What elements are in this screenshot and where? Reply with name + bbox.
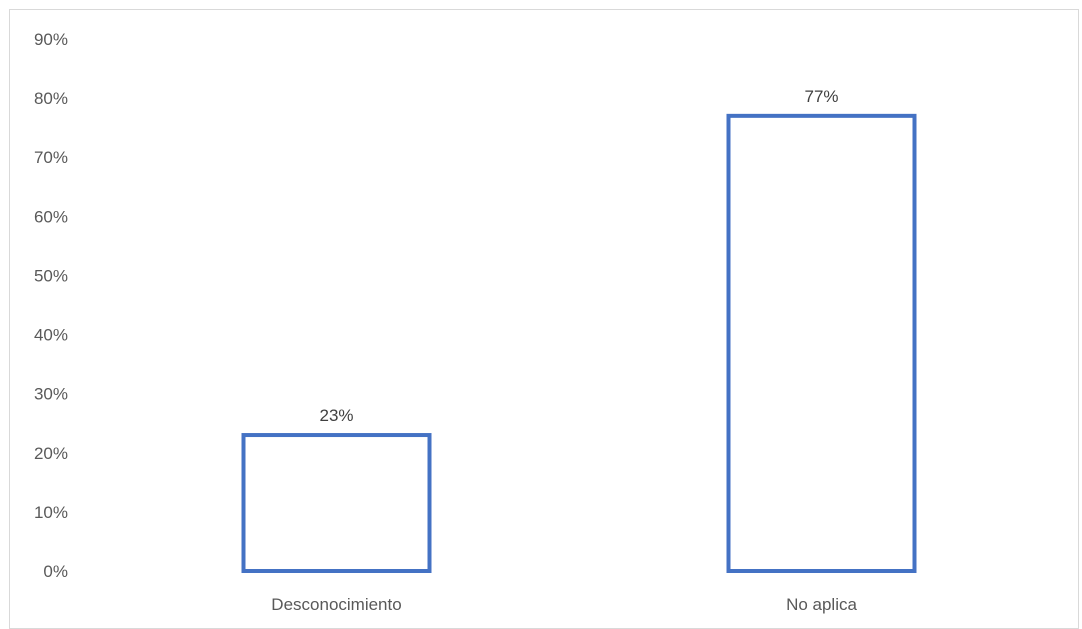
data-label: 23%	[319, 406, 353, 425]
y-tick-label: 0%	[43, 562, 68, 581]
data-label: 77%	[804, 87, 838, 106]
y-tick-label: 90%	[34, 30, 68, 49]
data-labels: 23% 77%	[319, 87, 838, 425]
y-tick-label: 10%	[34, 503, 68, 522]
y-tick-label: 20%	[34, 444, 68, 463]
bar	[726, 113, 917, 573]
y-tick-label: 60%	[34, 207, 68, 226]
y-tick-label: 80%	[34, 89, 68, 108]
y-tick-label: 70%	[34, 148, 68, 167]
y-axis: 0% 10% 20% 30% 40% 50% 60% 70% 80% 90%	[34, 30, 68, 581]
y-tick-label: 40%	[34, 326, 68, 345]
bars	[241, 113, 917, 573]
y-tick-label: 30%	[34, 385, 68, 404]
y-tick-label: 50%	[34, 266, 68, 285]
x-axis: Desconocimiento No aplica	[271, 595, 857, 614]
bar	[241, 433, 432, 573]
x-category-label: No aplica	[786, 595, 857, 614]
x-category-label: Desconocimiento	[271, 595, 401, 614]
